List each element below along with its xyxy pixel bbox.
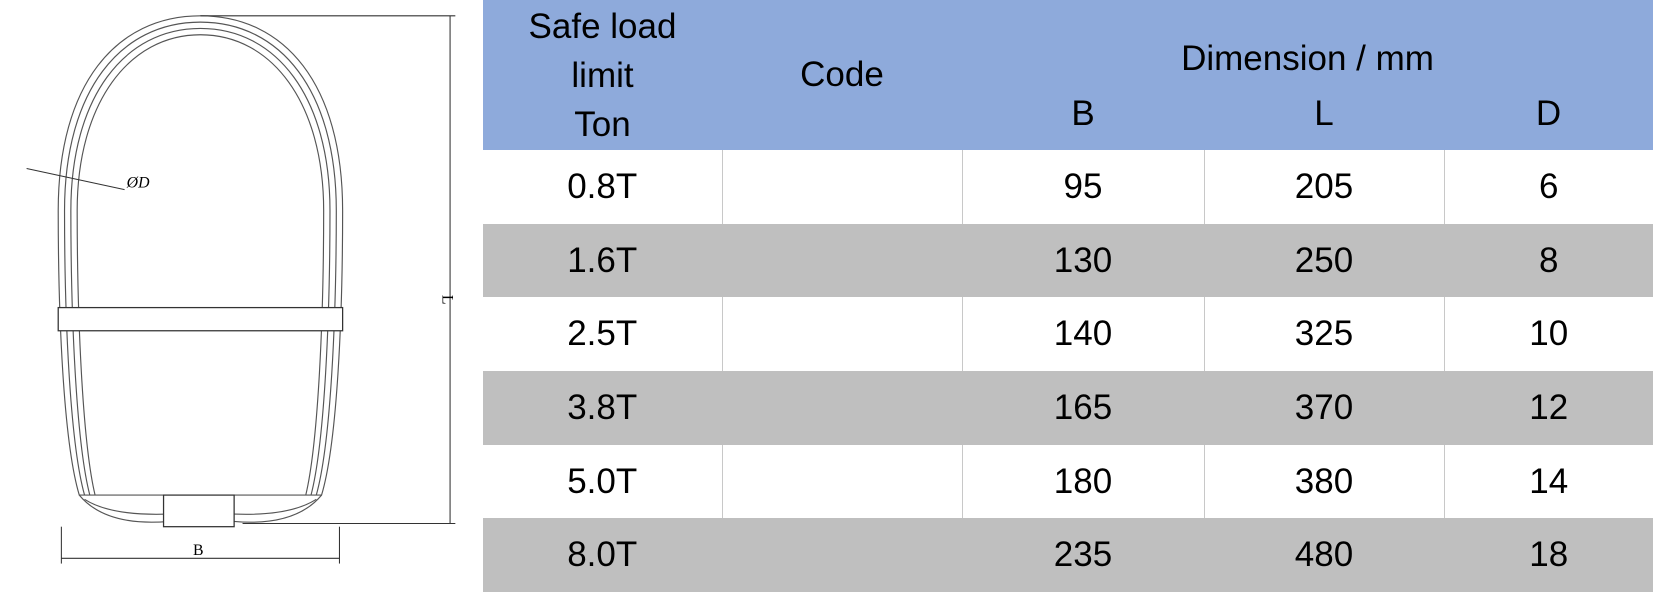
cell-code (721, 444, 962, 519)
header-line: Safe load (528, 6, 677, 46)
header-line: Ton (574, 104, 631, 144)
cell-d: 18 (1443, 518, 1653, 592)
table-row: 3.8T 165 370 12 (483, 371, 1653, 445)
header-l: L (1204, 78, 1444, 151)
cell-load: 2.5T (567, 314, 638, 354)
cell-d: 6 (1443, 150, 1653, 224)
cell-l: 380 (1203, 444, 1444, 519)
cell-l: 205 (1203, 150, 1444, 224)
table-row: 1.6T 130 250 8 (483, 223, 1653, 298)
cell-code (721, 371, 962, 445)
cell-b: 165 (961, 371, 1204, 445)
header-safe-load: Safe load limit Ton (483, 0, 722, 151)
header-b: B (962, 78, 1204, 151)
band (57, 306, 344, 332)
cell-d: 12 (1443, 371, 1653, 445)
cell-load: 0.8T (567, 167, 638, 207)
cell-d: 10 (1443, 297, 1653, 372)
header-code: Code (722, 0, 962, 151)
table-row: 0.8T 95 205 6 (483, 150, 1653, 224)
cell-code (721, 223, 962, 298)
grommet-sling-drawing: ØD L B (26, 15, 456, 564)
cell-code (721, 297, 962, 372)
header-line: limit (571, 55, 634, 95)
cell-load: 1.6T (483, 223, 722, 298)
label-l: L (439, 295, 456, 305)
cell-b: 140 (961, 297, 1204, 372)
header-dimension: Dimension / mm (962, 0, 1653, 79)
cell-l: 480 (1203, 518, 1444, 592)
cell-l: 250 (1203, 223, 1444, 298)
cell-b: 235 (961, 518, 1204, 592)
cell-b: 95 (961, 150, 1204, 224)
cell-load: 8.0T (483, 518, 722, 592)
cell-code (721, 518, 962, 592)
label-d: ØD (126, 175, 150, 192)
cell-d: 8 (1443, 223, 1653, 298)
table-row: 8.0T 235 480 18 (483, 518, 1653, 592)
dimension-lines (26, 15, 456, 564)
ferrule (162, 494, 235, 528)
table-row: 5.0T 180 380 14 (483, 444, 1653, 519)
spec-table: Safe load limit Ton Code Dimension / mm … (483, 0, 1653, 592)
header-d: D (1444, 78, 1653, 151)
cell-load: 5.0T (567, 461, 638, 501)
label-b: B (193, 542, 204, 559)
cell-l: 325 (1203, 297, 1444, 372)
rope-loop (57, 15, 344, 523)
cell-b: 180 (961, 444, 1204, 519)
cell-d: 14 (1443, 444, 1653, 519)
cell-b: 130 (961, 223, 1204, 298)
cell-l: 370 (1203, 371, 1444, 445)
cell-code (721, 150, 962, 224)
table-row: 2.5T 140 325 10 (483, 297, 1653, 372)
cell-load: 3.8T (483, 371, 722, 445)
